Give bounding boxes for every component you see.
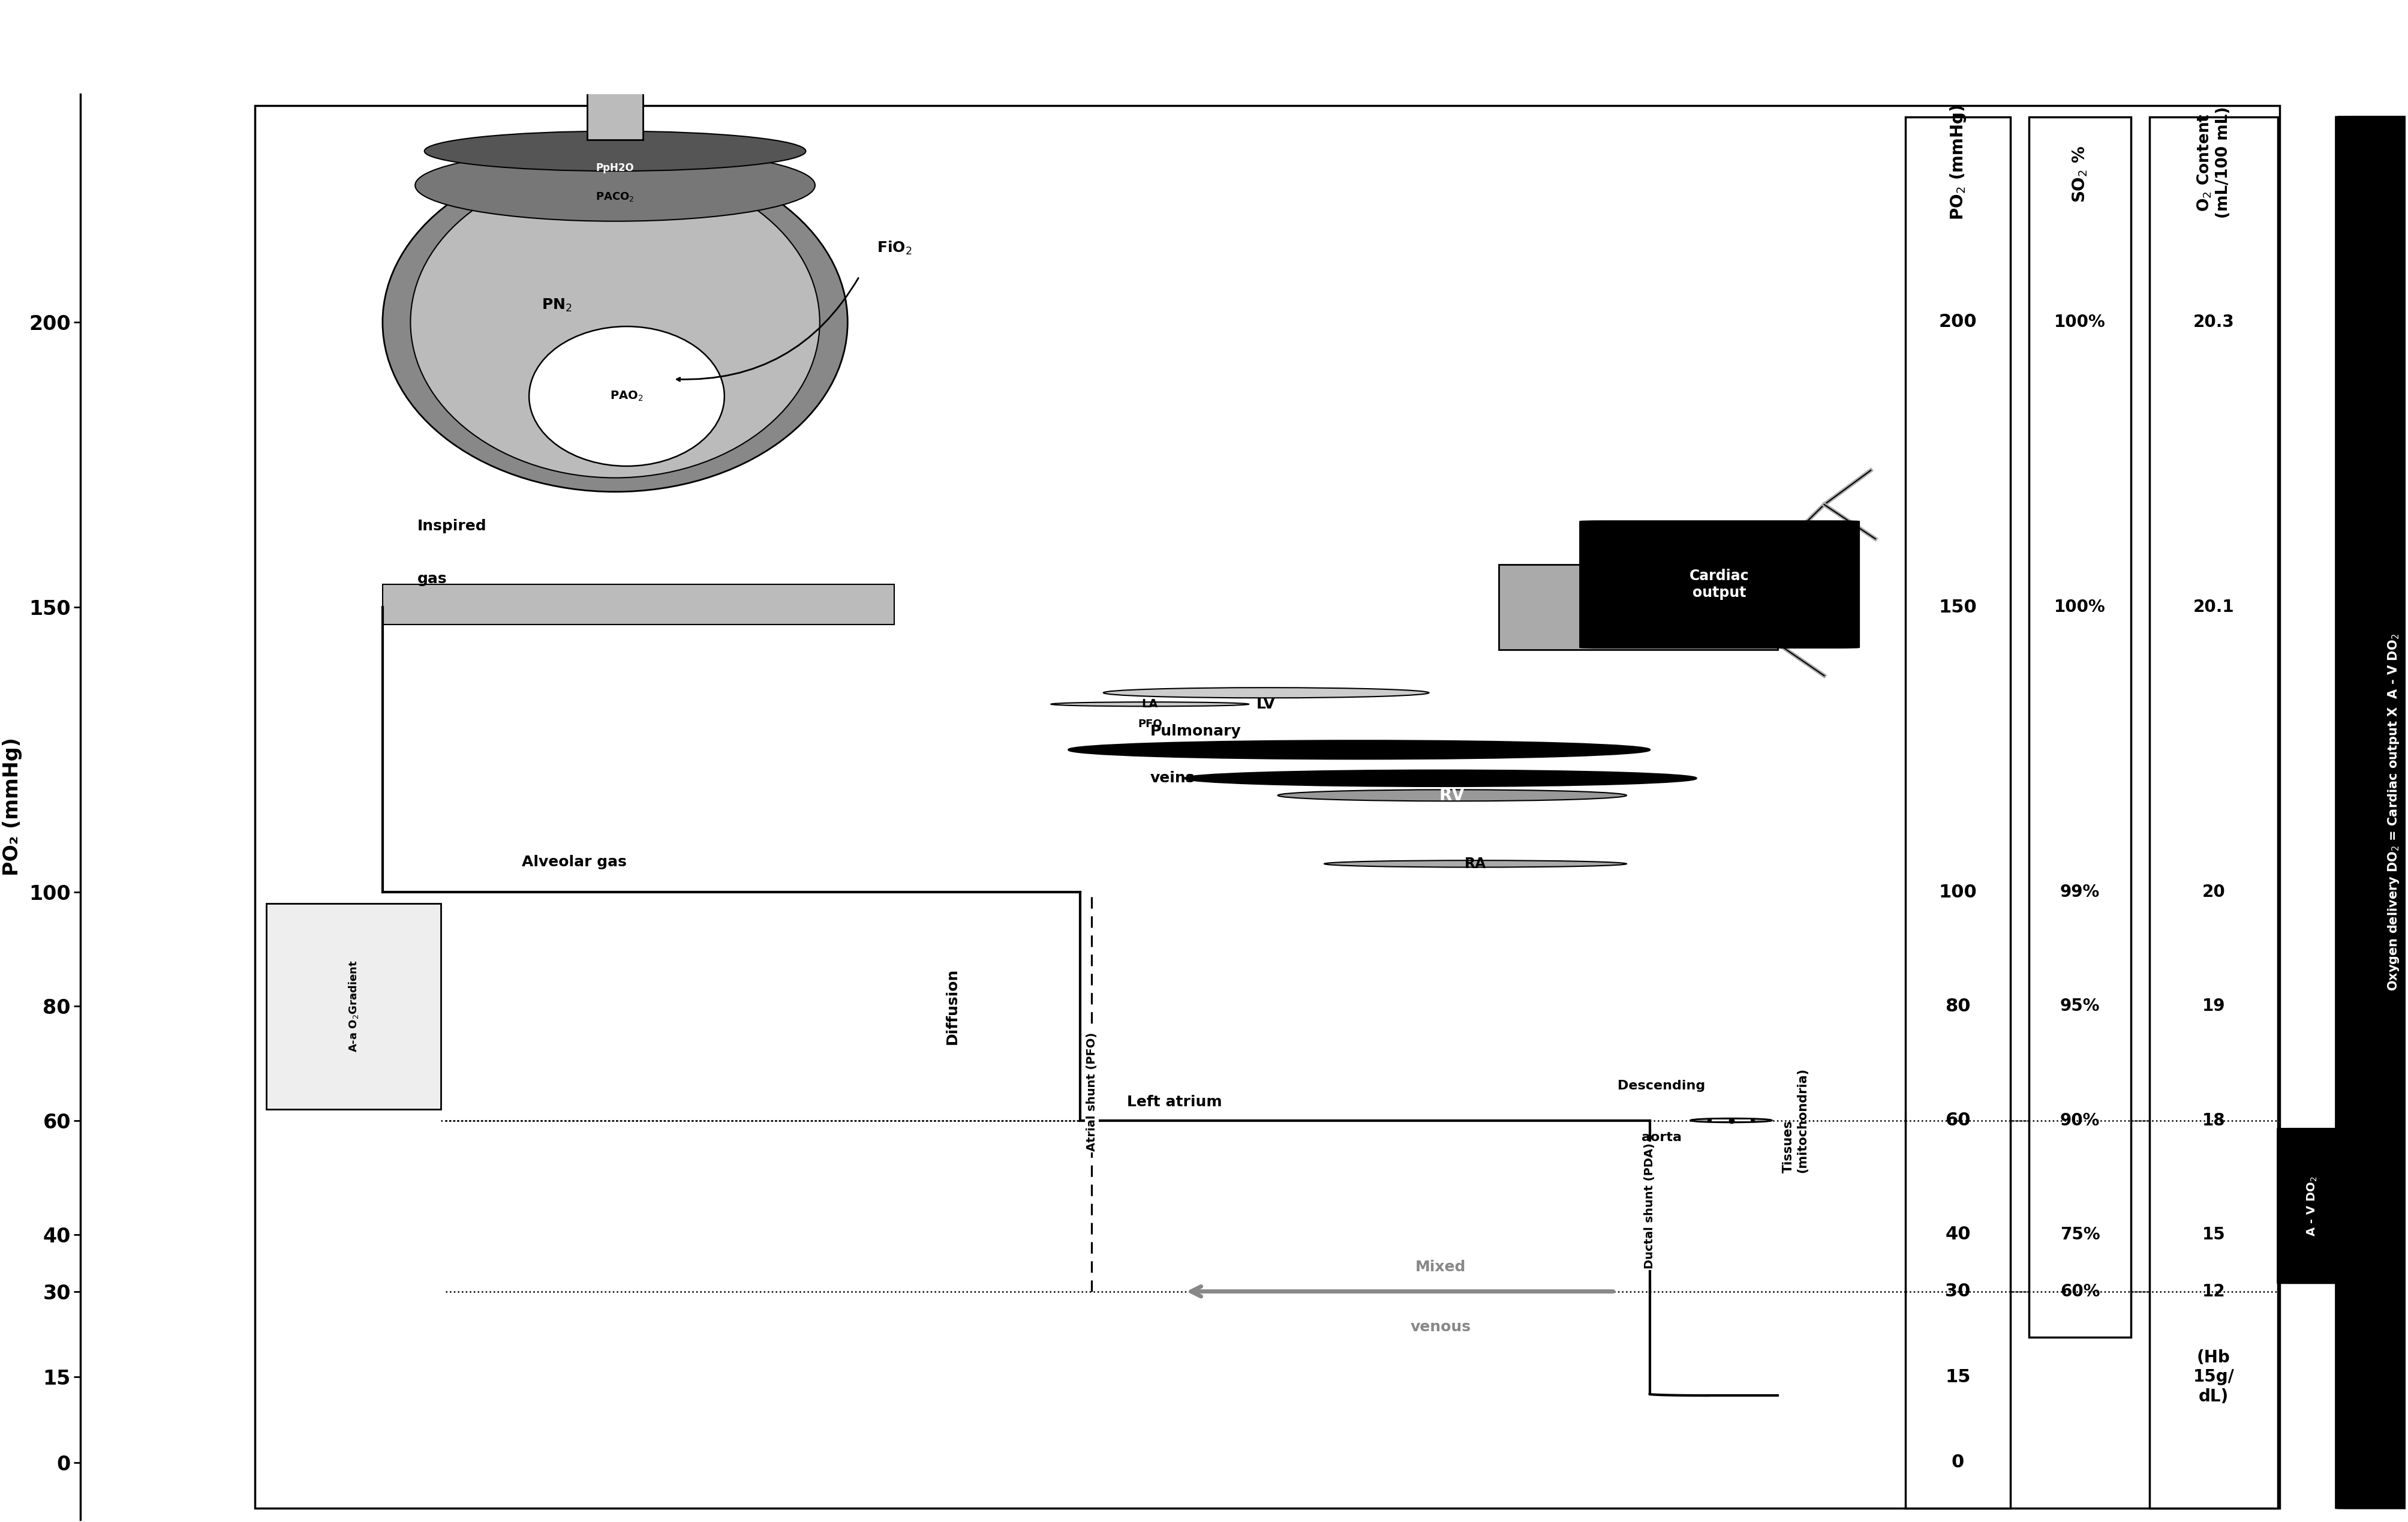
Ellipse shape xyxy=(1279,790,1625,801)
Text: Diffusion: Diffusion xyxy=(944,968,958,1044)
Text: 15: 15 xyxy=(1946,1368,1970,1385)
Text: 20.1: 20.1 xyxy=(2194,598,2235,615)
Bar xyxy=(2150,117,2278,1508)
Ellipse shape xyxy=(1185,770,1695,787)
Text: venous: venous xyxy=(1411,1320,1471,1335)
Ellipse shape xyxy=(383,152,848,492)
Text: Alveolar gas: Alveolar gas xyxy=(523,855,626,869)
Text: Left atrium: Left atrium xyxy=(1127,1094,1221,1110)
Text: RA: RA xyxy=(1464,857,1486,871)
Ellipse shape xyxy=(1050,702,1250,706)
Text: O$_2$ Content
(mL/100 mL): O$_2$ Content (mL/100 mL) xyxy=(2196,107,2232,219)
Text: A-a O$_2$Gradient: A-a O$_2$Gradient xyxy=(347,960,359,1053)
Text: SO$_2$ %: SO$_2$ % xyxy=(2071,145,2088,202)
Text: 100%: 100% xyxy=(2054,314,2105,330)
Text: 95%: 95% xyxy=(2059,998,2100,1015)
Text: PFO: PFO xyxy=(1137,718,1163,729)
Text: gas: gas xyxy=(417,572,448,586)
Text: 60%: 60% xyxy=(2059,1283,2100,1300)
Text: PaO$_2$: PaO$_2$ xyxy=(1813,610,1854,627)
Text: 99%: 99% xyxy=(2061,884,2100,901)
Text: Atrial shunt (PFO): Atrial shunt (PFO) xyxy=(1086,1032,1098,1151)
Text: aorta: aorta xyxy=(1642,1131,1681,1143)
Text: LA: LA xyxy=(1141,699,1158,709)
Text: PN$_2$: PN$_2$ xyxy=(542,297,573,314)
Ellipse shape xyxy=(1690,1119,1772,1122)
Text: veins: veins xyxy=(1151,772,1194,785)
Bar xyxy=(255,105,2280,1508)
Ellipse shape xyxy=(409,166,819,478)
Text: FiO$_2$: FiO$_2$ xyxy=(877,240,913,256)
Text: A - V DO$_2$: A - V DO$_2$ xyxy=(2307,1175,2319,1236)
Ellipse shape xyxy=(1707,1119,1755,1122)
Text: Mixed: Mixed xyxy=(1416,1260,1466,1274)
FancyBboxPatch shape xyxy=(2278,1129,2348,1283)
Bar xyxy=(1905,117,2011,1508)
Text: Cardiac
output: Cardiac output xyxy=(1690,569,1751,600)
FancyBboxPatch shape xyxy=(1580,521,1859,648)
Text: PpH2O: PpH2O xyxy=(595,163,633,174)
Bar xyxy=(588,72,643,140)
Text: Descending: Descending xyxy=(1618,1081,1705,1091)
Text: 75%: 75% xyxy=(2059,1227,2100,1243)
Text: PACO$_2$: PACO$_2$ xyxy=(595,190,633,202)
Ellipse shape xyxy=(530,326,725,466)
Text: Ductal shunt (PDA): Ductal shunt (PDA) xyxy=(1645,1143,1657,1269)
Text: 20.3: 20.3 xyxy=(2194,314,2235,330)
Ellipse shape xyxy=(424,131,807,170)
Text: 60: 60 xyxy=(1946,1111,1970,1129)
Text: 40: 40 xyxy=(1946,1225,1970,1243)
FancyBboxPatch shape xyxy=(2336,117,2408,1508)
Text: 20: 20 xyxy=(2201,884,2225,901)
Bar xyxy=(383,584,893,624)
Text: PO$_2$ (mmHg): PO$_2$ (mmHg) xyxy=(1948,105,1967,221)
Y-axis label: PO₂ (mmHg): PO₂ (mmHg) xyxy=(2,738,22,877)
Text: 150: 150 xyxy=(1938,598,1977,616)
Text: PAO$_2$: PAO$_2$ xyxy=(609,390,643,403)
Text: Inspired: Inspired xyxy=(417,519,486,533)
Text: 18: 18 xyxy=(2201,1113,2225,1129)
Text: 12: 12 xyxy=(2201,1283,2225,1300)
Bar xyxy=(2030,117,2131,1336)
Text: (Hb
15g/
dL): (Hb 15g/ dL) xyxy=(2194,1348,2235,1405)
Ellipse shape xyxy=(1069,741,1649,759)
Bar xyxy=(604,0,626,37)
Text: Pulmonary: Pulmonary xyxy=(1151,724,1240,738)
Text: Oxygen delivery DO$_2$ = Cardiac output X  A - V DO$_2$: Oxygen delivery DO$_2$ = Cardiac output … xyxy=(2386,633,2401,991)
Text: 0: 0 xyxy=(1950,1454,1965,1472)
Text: 15: 15 xyxy=(2201,1227,2225,1243)
Text: 19: 19 xyxy=(2203,998,2225,1015)
Ellipse shape xyxy=(1324,860,1625,868)
Text: Tissues
(mitochondria): Tissues (mitochondria) xyxy=(1782,1068,1808,1173)
Text: LV: LV xyxy=(1257,697,1276,711)
Bar xyxy=(1498,565,1777,650)
Ellipse shape xyxy=(414,149,814,221)
Text: 100%: 100% xyxy=(2054,598,2105,615)
Ellipse shape xyxy=(1103,688,1428,699)
Text: 100: 100 xyxy=(1938,884,1977,901)
Bar xyxy=(267,904,441,1110)
Text: 30: 30 xyxy=(1946,1283,1970,1300)
Text: 90%: 90% xyxy=(2061,1113,2100,1129)
Text: RV: RV xyxy=(1440,787,1464,804)
Bar xyxy=(535,37,696,78)
Text: 80: 80 xyxy=(1946,997,1970,1015)
Text: 200: 200 xyxy=(1938,314,1977,330)
